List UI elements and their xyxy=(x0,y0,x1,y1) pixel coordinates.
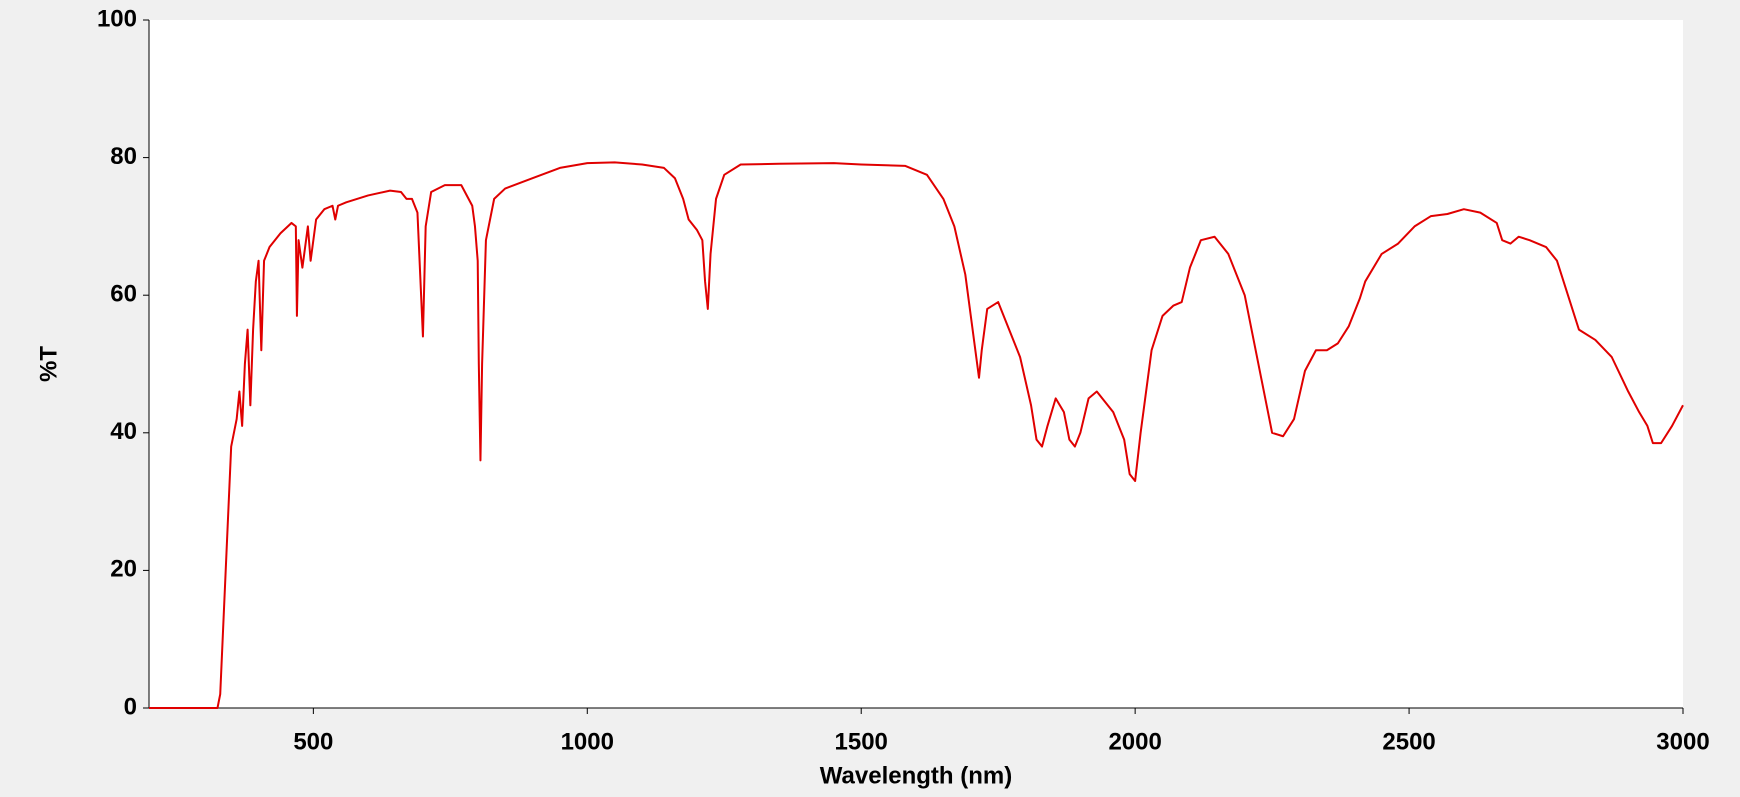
y-tick-label: 80 xyxy=(110,143,137,170)
spectrum-line xyxy=(149,161,1684,709)
x-tick-label: 1500 xyxy=(835,728,888,755)
plot-area xyxy=(149,20,1683,708)
x-tick-label: 500 xyxy=(293,728,333,755)
y-axis-label: %T xyxy=(35,346,62,382)
y-tick-label: 60 xyxy=(110,281,137,308)
x-axis-label: Wavelength (nm) xyxy=(820,762,1012,789)
y-tick-label: 100 xyxy=(97,5,137,32)
y-tick-label: 20 xyxy=(110,556,137,583)
y-tick-label: 0 xyxy=(124,693,137,720)
x-tick-label: 3000 xyxy=(1656,728,1709,755)
x-tick-label: 2500 xyxy=(1382,728,1435,755)
x-tick-label: 2000 xyxy=(1108,728,1161,755)
x-tick-label: 1000 xyxy=(561,728,614,755)
y-tick-label: 40 xyxy=(110,418,137,445)
